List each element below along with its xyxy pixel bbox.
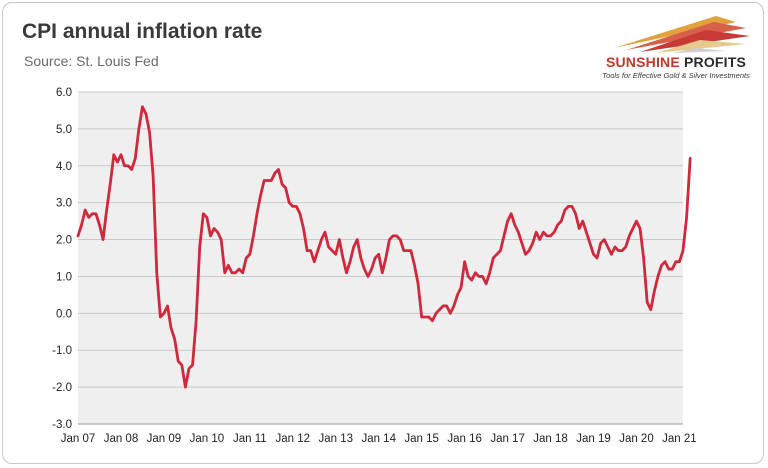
sunburst-logo-icon <box>614 16 750 53</box>
x-tick-label: Jan 10 <box>190 433 225 445</box>
logo-wordmark: SUNSHINE PROFITS <box>596 54 756 70</box>
logo-word-sunshine: SUNSHINE <box>605 54 680 70</box>
y-tick-label: 3.0 <box>56 198 72 210</box>
x-tick-label: Jan 14 <box>361 433 396 445</box>
y-tick-label: 4.0 <box>56 161 72 173</box>
y-tick-label: 2.0 <box>56 235 72 247</box>
y-tick-label: 0.0 <box>56 308 72 320</box>
y-tick-label: -3.0 <box>52 419 72 431</box>
y-tick-label: 1.0 <box>56 271 72 283</box>
x-tick-label: Jan 18 <box>533 433 568 445</box>
sunshine-profits-logo: SUNSHINE PROFITS Tools for Effective Gol… <box>596 14 756 84</box>
y-tick-label: -2.0 <box>52 382 72 394</box>
x-tick-label: Jan 13 <box>318 433 353 445</box>
y-tick-label: 5.0 <box>56 124 72 136</box>
x-tick-label: Jan 16 <box>447 433 482 445</box>
x-axis-ticks: Jan 07 Jan 08 Jan 09 Jan 10 Jan 11 Jan 12 Jan … <box>61 433 697 445</box>
y-tick-label: 6.0 <box>56 87 72 99</box>
x-tick-label: Jan 11 <box>233 433 267 445</box>
chart-title: CPI annual inflation rate <box>22 20 263 43</box>
x-tick-label: Jan 19 <box>576 433 611 445</box>
y-axis-ticks: -3.0 -2.0 -1.0 0.0 1.0 2.0 3.0 4.0 5.0 6.0 <box>52 87 72 431</box>
logo-word-profits: PROFITS <box>679 54 747 70</box>
x-tick-label: Jan 08 <box>104 433 139 445</box>
x-tick-label: Jan 15 <box>404 433 439 445</box>
chart-source: Source: St. Louis Fed <box>24 53 159 69</box>
logo-tagline: Tools for Effective Gold & Silver Invest… <box>602 71 750 80</box>
x-tick-label: Jan 21 <box>662 433 697 445</box>
x-tick-label: Jan 09 <box>147 433 182 445</box>
gridlines <box>78 91 683 425</box>
y-tick-label: -1.0 <box>52 345 72 357</box>
cpi-series-line <box>76 105 692 389</box>
x-tick-label: Jan 20 <box>619 433 654 445</box>
x-tick-label: Jan 12 <box>276 433 311 445</box>
x-tick-label: Jan 07 <box>61 433 96 445</box>
x-tick-label: Jan 17 <box>490 433 525 445</box>
